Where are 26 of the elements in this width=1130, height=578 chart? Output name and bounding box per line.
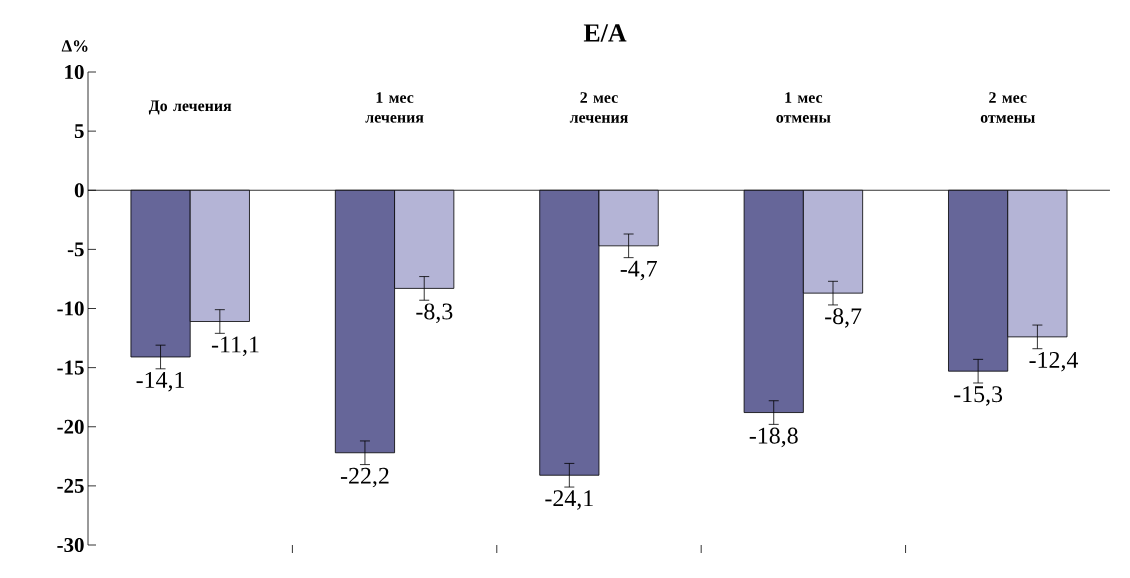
data-label: -8,3: [416, 303, 453, 323]
data-label: -11,1: [211, 336, 259, 356]
y-tick-label: 5: [74, 124, 84, 139]
data-label: -15,3: [954, 386, 1003, 406]
y-tick-label: -10: [57, 301, 84, 316]
data-label: -4,7: [620, 260, 657, 281]
chart-title: E/A: [583, 24, 627, 42]
y-tick-label: -30: [57, 537, 84, 553]
y-tick-label: -25: [57, 478, 84, 493]
y-tick-label: 10: [65, 64, 84, 80]
y-tick-label: 0: [74, 183, 84, 198]
y-tick-label: -5: [67, 242, 84, 257]
x-tick-label: 2 мес отмены: [980, 92, 1035, 123]
data-label: -8,7: [825, 308, 862, 328]
x-tick-label: 1 мес лечения: [365, 92, 424, 123]
data-label: -12,4: [1029, 351, 1079, 372]
data-label: -22,2: [340, 467, 389, 488]
y-tick-label: -20: [57, 419, 84, 434]
y-tick-label: -15: [57, 360, 84, 375]
data-label: -18,8: [749, 427, 798, 448]
x-tick-label: 2 мес лечения: [569, 92, 628, 123]
data-label: -24,1: [545, 490, 593, 510]
x-tick-label: 1 мес отмены: [776, 92, 831, 123]
x-tick-label: До лечения: [148, 100, 232, 115]
data-label: -14,1: [136, 372, 185, 392]
y-axis-title: Δ%: [61, 40, 88, 52]
